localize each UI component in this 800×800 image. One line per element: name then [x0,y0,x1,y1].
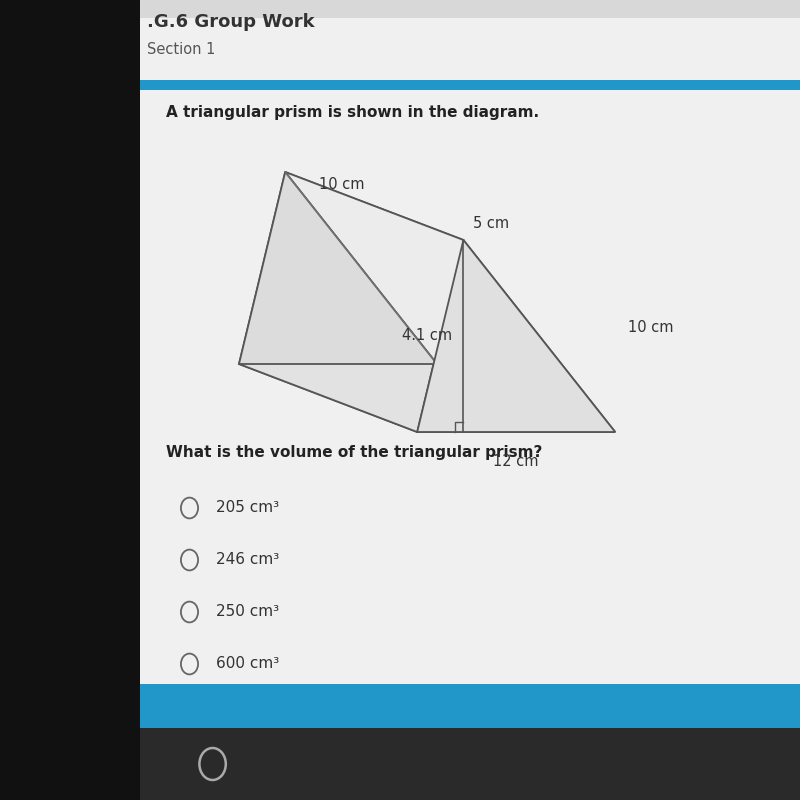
Text: 10 cm: 10 cm [318,177,364,192]
Text: What is the volume of the triangular prism?: What is the volume of the triangular pri… [166,445,542,459]
Text: 4.1 cm: 4.1 cm [402,329,452,343]
Text: Section 1: Section 1 [146,42,215,57]
Text: 205 cm³: 205 cm³ [216,501,279,515]
Text: A triangular prism is shown in the diagram.: A triangular prism is shown in the diagr… [166,105,539,119]
FancyBboxPatch shape [140,0,800,80]
Text: 246 cm³: 246 cm³ [216,553,279,567]
FancyBboxPatch shape [140,80,800,90]
Text: 250 cm³: 250 cm³ [216,605,279,619]
Polygon shape [239,172,463,432]
FancyBboxPatch shape [140,728,800,800]
Polygon shape [239,364,615,432]
Text: 10 cm: 10 cm [629,321,674,335]
Text: 600 cm³: 600 cm³ [216,657,279,671]
Text: .G.6 Group Work: .G.6 Group Work [146,14,314,31]
Polygon shape [418,240,615,432]
FancyBboxPatch shape [140,18,800,728]
Text: 12 cm: 12 cm [494,454,539,470]
Polygon shape [286,172,615,432]
Text: 5 cm: 5 cm [474,217,510,231]
FancyBboxPatch shape [140,684,800,728]
Polygon shape [239,172,437,364]
